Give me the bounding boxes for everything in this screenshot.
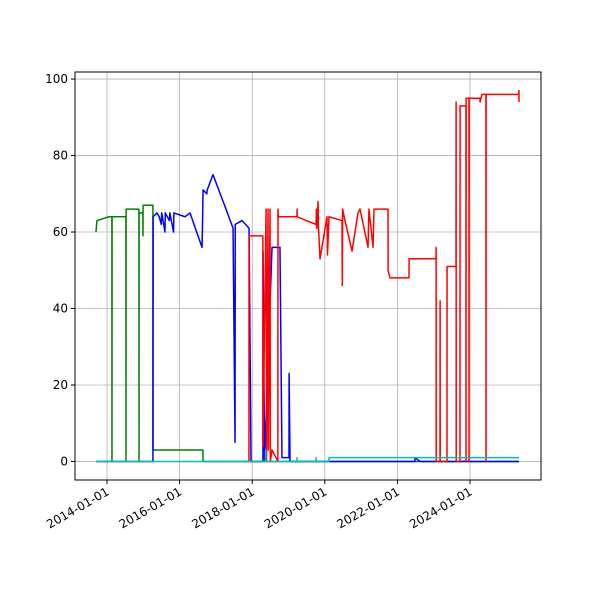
data-line — [95, 449, 520, 463]
y-tick-label: 20 — [53, 378, 68, 392]
data-line — [244, 89, 520, 463]
plot-area — [95, 89, 520, 463]
axes-frame — [74, 71, 542, 481]
data-line — [95, 173, 520, 463]
y-tick-label: 80 — [53, 149, 68, 163]
y-tick-label: 100 — [45, 72, 68, 86]
y-tick-label: 60 — [53, 225, 68, 239]
y-tick-label: 0 — [60, 454, 68, 468]
y-tick-label: 40 — [53, 302, 68, 316]
